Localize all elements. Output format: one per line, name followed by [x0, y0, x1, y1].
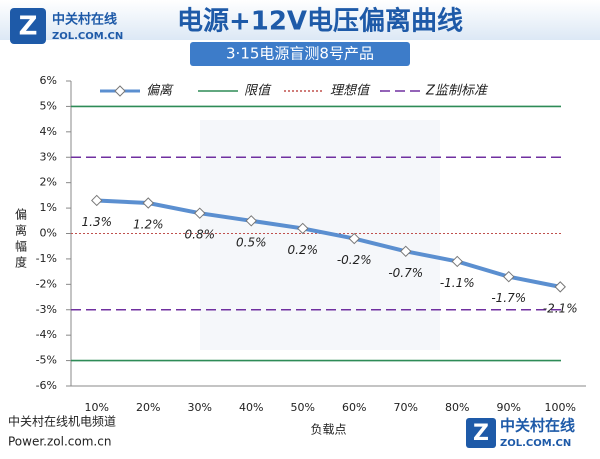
marker: [245, 215, 257, 227]
legend-label: Z监制标准: [425, 84, 489, 99]
marker: [194, 207, 206, 219]
x-tick-label: 70%: [394, 401, 418, 414]
chart-subtitle: 3·15电源盲测8号产品: [226, 45, 374, 63]
marker: [91, 194, 103, 207]
x-tick-label: 80%: [445, 401, 469, 414]
marker: [451, 255, 463, 268]
footer-logo-z: Z: [473, 421, 489, 446]
logo-z: Z: [19, 12, 38, 42]
data-label: 1.3%: [82, 215, 113, 229]
footer-url: Power.zol.com.cn: [8, 435, 111, 449]
marker: [142, 197, 154, 209]
y-tick-label: 6%: [40, 74, 57, 87]
footer-logo-text: 中关村在线: [500, 417, 575, 435]
data-label: 0.8%: [185, 228, 216, 242]
subtitle-box: [190, 42, 410, 66]
legend-label: 理想值: [330, 84, 371, 99]
legend-label: 限值: [244, 84, 272, 99]
series-line: [96, 198, 561, 289]
x-tick-label: 50%: [291, 401, 315, 414]
marker: [554, 281, 566, 293]
y-tick-label: -6%: [36, 379, 57, 392]
y-axis-title: 偏离幅度: [14, 207, 28, 272]
watermark: [200, 120, 440, 350]
y-tick-label: 0%: [40, 227, 57, 240]
marker: [297, 222, 309, 235]
y-tick-label: 5%: [40, 99, 57, 112]
chart-title: 电源+12V电压偏离曲线: [177, 6, 463, 37]
logo-url: ZOL.COM.CN: [52, 31, 123, 42]
y-tick-label: 3%: [40, 150, 57, 163]
y-tick-label: 2%: [40, 176, 57, 189]
x-tick-label: 20%: [136, 401, 160, 414]
y-tick-label: -2%: [36, 277, 57, 290]
marker: [400, 245, 412, 257]
x-axis-title: 负载点: [310, 423, 346, 437]
data-label: -0.7%: [388, 266, 423, 280]
y-tick-label: 1%: [40, 201, 57, 214]
marker: [348, 232, 360, 245]
header: [0, 0, 600, 40]
data-label: 1.2%: [133, 218, 164, 232]
data-label: 0.5%: [236, 235, 267, 249]
x-tick-label: 100%: [545, 401, 576, 414]
y-tick-label: -5%: [36, 354, 57, 367]
footer-logo-url: ZOL.COM.CN: [500, 438, 571, 449]
logo-text: 中关村在线: [52, 12, 117, 28]
x-tick-label: 60%: [342, 401, 366, 414]
y-tick-label: -1%: [36, 252, 57, 265]
x-tick-label: 40%: [239, 401, 263, 414]
y-tick-label: 4%: [40, 125, 57, 138]
footer-channel: 中关村在线机电频道: [8, 414, 116, 429]
data-label: 0.2%: [288, 243, 319, 257]
data-label: -1.7%: [491, 291, 526, 305]
footer-logo-icon: [466, 418, 496, 448]
data-label: -0.2%: [337, 253, 372, 267]
data-label: -1.1%: [440, 276, 475, 290]
legend-marker: [114, 85, 126, 97]
x-tick-label: 90%: [497, 401, 521, 414]
y-tick-label: -4%: [36, 328, 57, 341]
data-label: -2.1%: [543, 301, 578, 315]
x-tick-label: 10%: [85, 401, 109, 414]
logo-icon: [10, 8, 46, 44]
legend-label: 偏离: [146, 83, 174, 99]
marker: [503, 271, 515, 283]
y-tick-label: -3%: [36, 303, 57, 316]
x-tick-label: 30%: [188, 401, 212, 414]
